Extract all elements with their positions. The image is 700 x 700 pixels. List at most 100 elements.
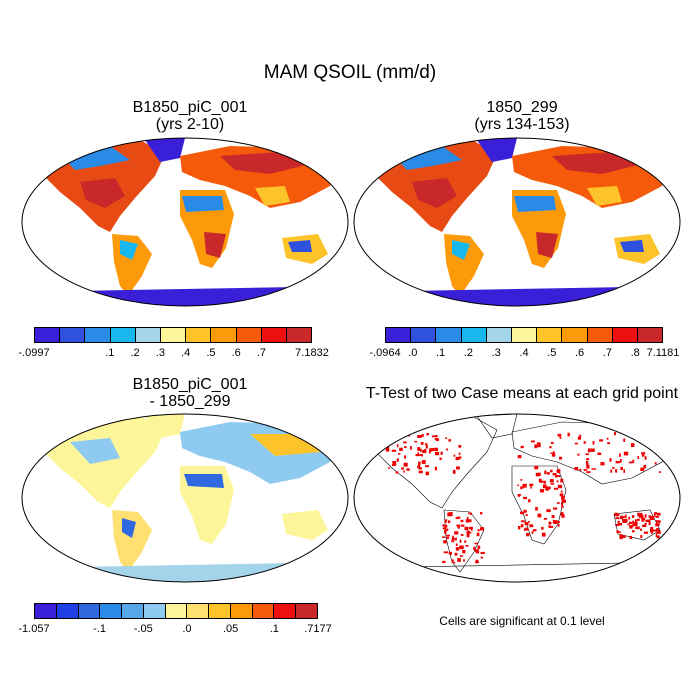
significant-cell	[550, 483, 555, 485]
significant-cell	[517, 494, 520, 497]
significant-cell	[452, 535, 454, 539]
cb2-swatch	[587, 328, 613, 342]
significant-cell	[477, 545, 481, 549]
significant-cell	[447, 520, 451, 524]
significant-cell	[541, 526, 544, 530]
significant-cell	[617, 520, 620, 524]
panel3-title: B1850_piC_001 - 1850_299	[40, 376, 340, 410]
significant-cell	[528, 499, 531, 503]
significant-cell	[520, 511, 525, 515]
significant-cell	[474, 542, 478, 545]
significant-cell	[468, 512, 470, 515]
significant-cell	[659, 432, 661, 436]
cb3-tick-label: .0	[182, 623, 192, 635]
region-us	[412, 178, 457, 208]
region-amazon	[452, 240, 470, 260]
continent-south-america	[112, 510, 152, 572]
significance-note: Cells are significant at 0.1 level	[439, 614, 605, 628]
cb1-tick-label: 7.1832	[295, 347, 329, 359]
cb2-swatch	[612, 328, 638, 342]
significant-cell	[549, 446, 552, 449]
significant-cell	[556, 475, 561, 478]
significant-cell	[619, 453, 621, 457]
significant-cell	[645, 519, 648, 522]
cb2-swatch	[562, 328, 588, 342]
panel4-title: T-Test of two Case means at each grid po…	[352, 385, 692, 402]
significant-cell	[583, 441, 586, 444]
cb2-swatch	[436, 328, 462, 342]
panel3-title-line1: B1850_piC_001	[132, 376, 248, 393]
significant-cell	[417, 435, 422, 438]
significant-cell	[543, 484, 547, 489]
significant-cell	[551, 441, 554, 444]
significant-cell	[467, 531, 472, 534]
cb1-tick-label: .1	[105, 347, 115, 359]
significant-cell	[520, 524, 524, 528]
significant-cell	[520, 445, 524, 449]
significant-cell	[548, 521, 552, 525]
significant-cell	[641, 452, 646, 455]
significant-cell	[574, 467, 579, 471]
significant-cell	[434, 435, 438, 438]
cb3-swatch	[100, 604, 123, 618]
region-sahara	[184, 474, 224, 488]
significant-cell	[470, 512, 473, 515]
significant-cell	[560, 490, 563, 493]
significant-cell	[597, 452, 602, 455]
significant-cell	[552, 519, 555, 523]
significant-cell	[517, 484, 519, 487]
significant-cell	[531, 440, 535, 443]
significant-cell	[386, 446, 389, 451]
significant-cell	[415, 454, 419, 457]
significant-cell	[561, 499, 566, 503]
cb1-tick-label: .6	[231, 347, 241, 359]
significant-cell	[615, 517, 620, 520]
cb1-swatch	[35, 328, 61, 342]
cb1-swatch	[110, 328, 136, 342]
significant-cell	[590, 448, 595, 452]
significant-cell	[537, 443, 541, 448]
significant-cell	[610, 469, 613, 473]
significant-cell	[523, 496, 527, 500]
cb1-swatch	[186, 328, 212, 342]
significant-cell	[458, 452, 461, 456]
significant-cell	[577, 453, 580, 456]
significant-cell	[473, 546, 476, 550]
map-frame	[353, 413, 681, 583]
significant-cell	[439, 457, 442, 460]
significant-cell	[632, 523, 635, 525]
significant-cell	[444, 524, 448, 528]
significant-cell	[557, 484, 563, 489]
significant-cell	[456, 524, 459, 527]
significant-cell	[586, 461, 589, 465]
significant-cell	[551, 515, 555, 518]
significant-cell	[425, 465, 429, 468]
significant-cell	[658, 471, 661, 473]
cb3-swatch	[143, 604, 166, 618]
significant-cell	[632, 520, 634, 524]
significant-cell	[619, 535, 623, 540]
significant-cell	[459, 539, 462, 543]
significant-cell	[426, 433, 429, 436]
cb1-tick-label: .2	[130, 347, 140, 359]
significant-cell	[640, 535, 643, 539]
significant-cell	[418, 461, 421, 466]
cb3-swatch	[56, 604, 79, 618]
significant-cell	[607, 442, 610, 445]
significant-cell	[457, 558, 461, 562]
significant-cell	[650, 526, 654, 531]
significant-cell	[606, 437, 609, 440]
significant-cell	[476, 532, 480, 537]
significant-cell	[536, 442, 541, 445]
significant-cell	[445, 437, 448, 439]
significant-cell	[460, 534, 464, 536]
significant-cell	[435, 452, 440, 456]
significant-cell	[609, 458, 612, 462]
significant-cell	[615, 469, 618, 473]
significant-cell	[465, 545, 469, 547]
region-sahara	[514, 196, 556, 212]
significant-cell	[446, 528, 449, 531]
significant-cell	[567, 432, 570, 437]
significant-cell	[543, 518, 548, 520]
significant-cell	[538, 472, 541, 477]
